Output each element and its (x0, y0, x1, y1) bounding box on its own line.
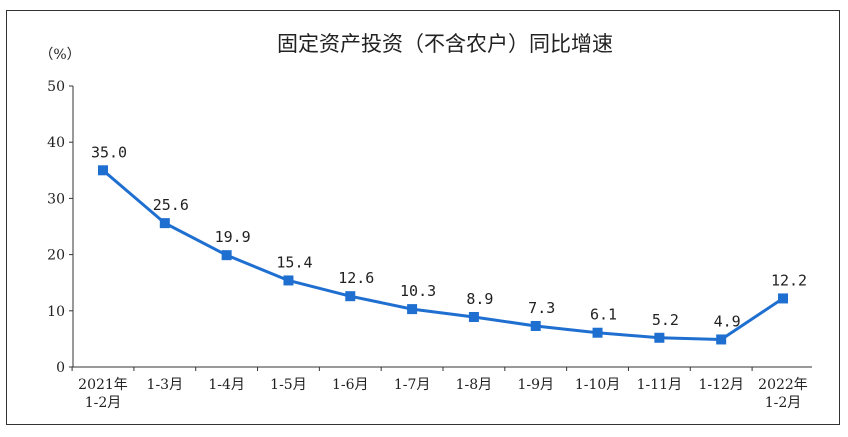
x-tick-label: 1-6月 (332, 377, 369, 393)
series-line (102, 169, 784, 341)
x-tick-label-line: 1-12月 (698, 377, 743, 393)
x-tick-label: 1-10月 (575, 377, 620, 393)
series-line-path (102, 169, 784, 341)
data-label: 35.0 (91, 143, 127, 161)
data-point-marker (592, 327, 603, 338)
x-tick-label-line: 1-3月 (147, 377, 184, 393)
y-tick-label: 0 (56, 360, 65, 376)
data-point-marker (407, 304, 418, 315)
chart-title: 固定资产投资（不含农户）同比增速 (277, 32, 613, 56)
x-tick-label: 1-4月 (208, 377, 245, 393)
y-tick-label: 50 (47, 79, 65, 95)
x-tick-label-line: 1-2月 (85, 395, 122, 411)
data-label: 12.6 (338, 269, 374, 287)
chart-frame (6, 10, 840, 425)
x-tick-label-line: 1-5月 (270, 377, 307, 393)
x-tick-label-line: 1-10月 (575, 377, 620, 393)
x-tick-label: 2022年 1-2月 (758, 377, 808, 411)
data-point-marker (98, 165, 108, 176)
x-tick-label-line: 1-9月 (517, 377, 554, 393)
x-tick-label: 1-8月 (456, 377, 493, 393)
y-tick-labels: 0 10 20 30 40 50 (47, 79, 65, 376)
data-label: 25.6 (153, 196, 189, 214)
data-label: 4.9 (714, 312, 741, 330)
data-point-marker (654, 332, 665, 343)
data-point-marker (468, 311, 479, 322)
y-axis-unit-label: （%） (39, 47, 80, 63)
x-tick-label-line: 1-4月 (208, 377, 245, 393)
x-tick-label: 1-7月 (394, 377, 431, 393)
x-tick-labels: 2021年 1-2月 1-3月 1-4月 1-5月 1-6月 1-7月 1-8月 1-9月 1-1… (78, 377, 808, 411)
x-tick-label-line: 2022年 (758, 377, 808, 393)
x-tick-label: 1-3月 (147, 377, 184, 393)
x-tick-label-line: 1-7月 (394, 377, 431, 393)
data-point-marker (530, 320, 541, 331)
x-tick-label-line: 1-8月 (456, 377, 493, 393)
x-tick-label-line: 2021年 (78, 377, 128, 393)
data-label: 6.1 (590, 306, 617, 324)
y-tick-label: 40 (47, 135, 65, 151)
data-label: 5.2 (652, 311, 679, 329)
y-tick-label: 30 (47, 191, 65, 207)
series-markers (98, 165, 788, 345)
x-tick-label: 1-11月 (637, 377, 682, 393)
axes (69, 85, 812, 371)
data-point-marker (345, 291, 356, 302)
data-label: 8.9 (466, 290, 493, 308)
data-label: 19.9 (215, 228, 251, 246)
x-tick-label-line: 1-11月 (637, 377, 682, 393)
data-point-marker (221, 250, 232, 261)
data-labels: 35.0 25.6 19.9 15.4 12.6 10.3 8.9 7.3 6.1 5.2 4.9 1… (91, 143, 807, 330)
x-tick-label: 1-9月 (517, 377, 554, 393)
x-tick-label: 1-12月 (698, 377, 743, 393)
data-point-marker (778, 293, 788, 304)
data-label: 10.3 (400, 282, 436, 300)
x-tick-label-line: 1-6月 (332, 377, 369, 393)
data-point-marker (716, 334, 727, 345)
data-point-marker (159, 218, 170, 229)
data-label: 12.2 (771, 271, 807, 289)
x-tick-label-line: 1-2月 (765, 395, 802, 411)
data-label: 15.4 (276, 253, 312, 271)
y-tick-label: 20 (47, 248, 65, 264)
y-tick-label: 10 (47, 304, 65, 320)
data-label: 7.3 (528, 299, 555, 317)
x-tick-label: 2021年 1-2月 (78, 377, 128, 411)
x-tick-label: 1-5月 (270, 377, 307, 393)
data-point-marker (283, 275, 294, 286)
